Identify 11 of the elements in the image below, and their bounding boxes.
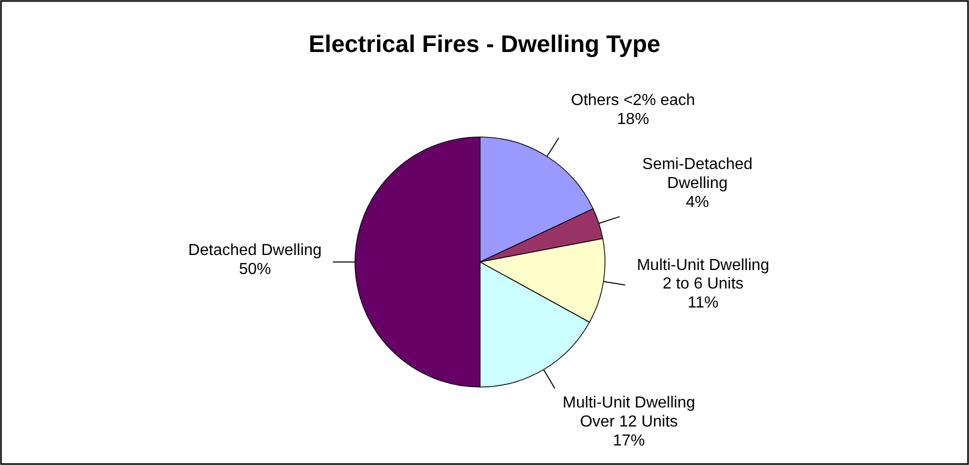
slice-label: Multi-Unit Dwelling Over 12 Units: [562, 394, 696, 430]
data-label: 50%: [238, 261, 272, 278]
data-label: 11%: [688, 294, 719, 312]
chart-title: Electrical Fires - Dwelling Type: [308, 31, 660, 58]
data-label: 4%: [686, 194, 709, 212]
slice-label: Multi-Unit Dwelling 2 to 6 Units: [636, 256, 770, 293]
slice-label: Semi-Detached Dwelling: [642, 156, 753, 192]
slice-label: Others <2% each: [571, 92, 696, 110]
slice-label: Detached Dwelling: [188, 242, 322, 259]
data-label: 17%: [612, 432, 645, 450]
data-label: 18%: [617, 111, 650, 128]
